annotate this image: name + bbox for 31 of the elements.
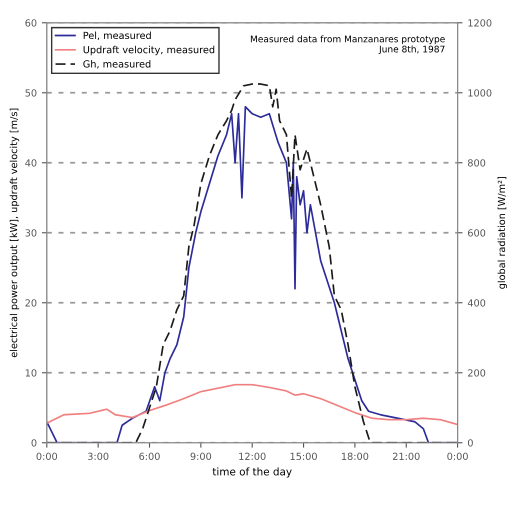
y2-tick-label: 0: [468, 439, 473, 447]
x-tick-label: 6:00: [139, 452, 160, 460]
y2-tick-label: 800: [468, 159, 486, 167]
y2-axis-title: global radiation [W/m²]: [498, 177, 508, 289]
y2-tick-label: 200: [468, 369, 486, 377]
x-tick-label: 12:00: [239, 452, 266, 460]
x-tick-label: 18:00: [342, 452, 368, 460]
x-tick-label: 0:00: [36, 452, 58, 460]
legend-label: Updraft velocity, measured: [84, 46, 214, 56]
x-axis-title: time of the day: [212, 467, 292, 478]
y-tick-label: 0: [32, 439, 36, 447]
annotation: Measured data from Manzanares prototype June 8th, 1987: [250, 35, 445, 54]
y2-tick-label: 1000: [468, 89, 492, 97]
x-tick-label: 15:00: [290, 452, 317, 460]
x-tick-label: 9:00: [190, 452, 212, 460]
x-tick-label: 21:00: [392, 452, 420, 460]
y-tick-label: 30: [25, 229, 36, 237]
y2-tick-label: 600: [468, 229, 486, 237]
line-series: [46, 384, 458, 426]
x-tick-label: 0:00: [447, 452, 468, 460]
y-tick-label: 50: [25, 89, 36, 97]
y-tick-label: 60: [25, 19, 36, 27]
y-tick-label: 20: [25, 299, 36, 307]
y2-tick-label: 400: [468, 299, 486, 307]
y-tick-label: 10: [26, 369, 36, 377]
x-tick-label: 3:00: [88, 452, 108, 460]
y-tick-label: 40: [25, 159, 36, 167]
legend-label: Gh, measured: [83, 60, 150, 69]
y-axis-title: electrical power output [kW], updraft velocity [m/s]: [10, 108, 20, 358]
y2-tick-label: 1200: [468, 19, 492, 27]
legend-label: Pel, measured: [84, 32, 151, 40]
